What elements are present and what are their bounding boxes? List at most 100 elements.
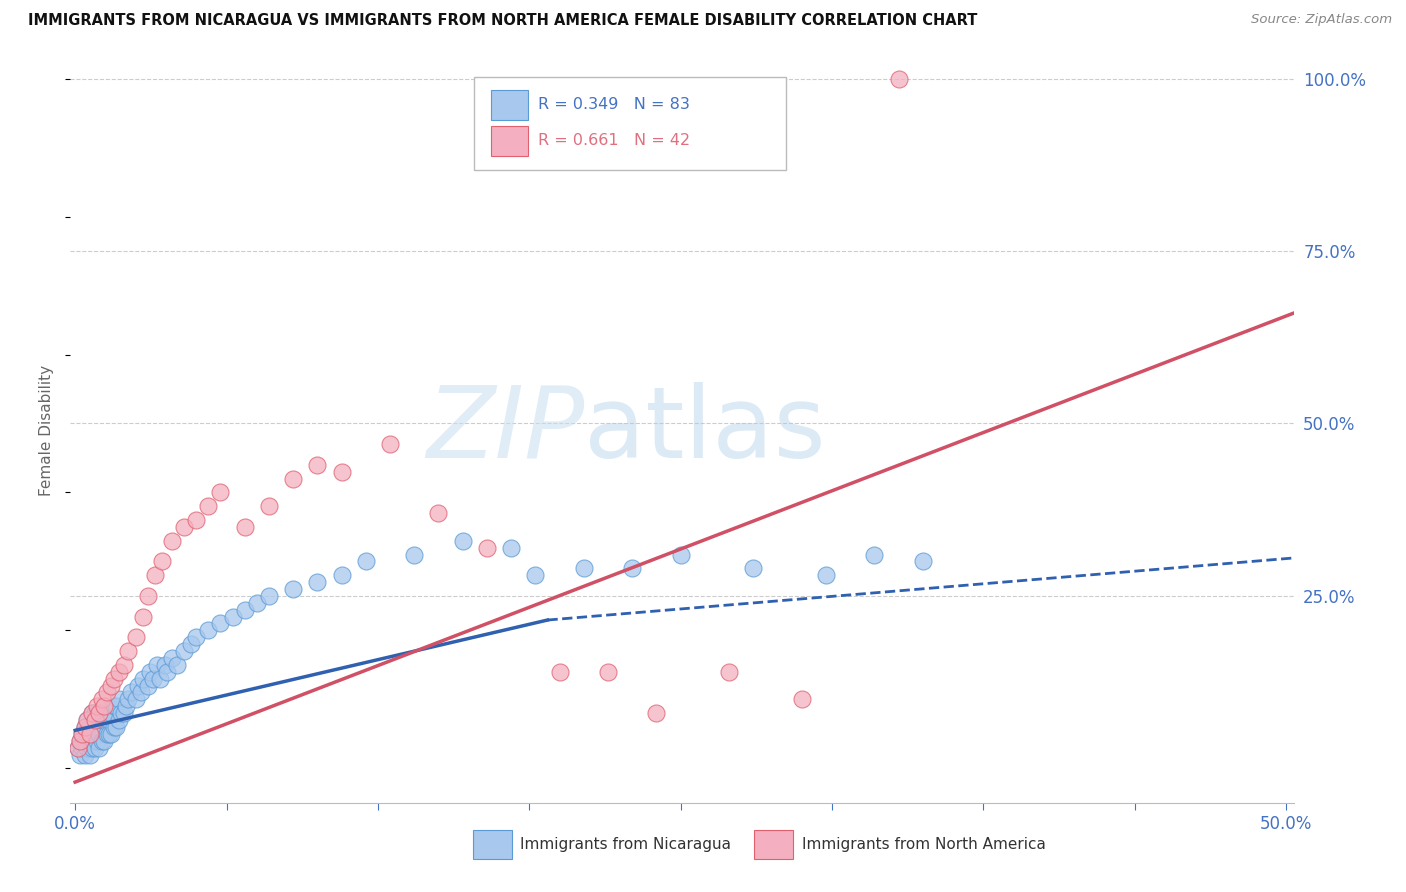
Point	[98, 713, 121, 727]
Text: Immigrants from Nicaragua: Immigrants from Nicaragua	[520, 837, 731, 852]
Point	[132, 609, 155, 624]
Point	[96, 727, 118, 741]
Point	[89, 706, 111, 720]
Point	[427, 506, 450, 520]
Point	[718, 665, 741, 679]
Point	[76, 713, 98, 727]
Point	[90, 692, 112, 706]
Point	[100, 706, 122, 720]
Point	[107, 713, 129, 727]
Point	[100, 679, 122, 693]
Point	[136, 589, 159, 603]
Point	[307, 458, 329, 472]
Point	[127, 679, 149, 693]
Text: IMMIGRANTS FROM NICARAGUA VS IMMIGRANTS FROM NORTH AMERICA FEMALE DISABILITY COR: IMMIGRANTS FROM NICARAGUA VS IMMIGRANTS …	[28, 13, 977, 29]
Point	[330, 568, 353, 582]
Point	[257, 589, 280, 603]
Point	[150, 554, 173, 568]
Point	[100, 727, 122, 741]
Text: ZIP: ZIP	[426, 382, 583, 479]
Point	[93, 733, 115, 747]
Point	[180, 637, 202, 651]
Point	[246, 596, 269, 610]
Point	[115, 699, 138, 714]
Point	[125, 692, 148, 706]
Point	[82, 727, 104, 741]
Point	[233, 603, 256, 617]
Point	[125, 630, 148, 644]
Point	[209, 485, 232, 500]
Point	[105, 720, 128, 734]
Point	[90, 713, 112, 727]
Point	[156, 665, 179, 679]
Point	[72, 740, 94, 755]
FancyBboxPatch shape	[491, 90, 527, 120]
Point	[79, 747, 101, 762]
Point	[79, 733, 101, 747]
Point	[86, 699, 108, 714]
Point	[83, 706, 105, 720]
Point	[79, 720, 101, 734]
Point	[117, 692, 139, 706]
Point	[146, 657, 169, 672]
Point	[790, 692, 813, 706]
Point	[89, 706, 111, 720]
Point	[143, 568, 166, 582]
Point	[572, 561, 595, 575]
Point	[96, 685, 118, 699]
Point	[86, 733, 108, 747]
Point	[863, 548, 886, 562]
Point	[73, 747, 96, 762]
Point	[645, 706, 668, 720]
Point	[82, 740, 104, 755]
Point	[79, 727, 101, 741]
Point	[281, 582, 304, 596]
Point	[73, 720, 96, 734]
Point	[221, 609, 243, 624]
Point	[166, 657, 188, 672]
Y-axis label: Female Disability: Female Disability	[39, 365, 55, 496]
Point	[669, 548, 692, 562]
Point	[69, 747, 91, 762]
FancyBboxPatch shape	[491, 126, 527, 155]
Point	[76, 727, 98, 741]
Point	[815, 568, 838, 582]
Point	[142, 672, 165, 686]
Point	[548, 665, 571, 679]
Point	[112, 706, 135, 720]
Point	[69, 733, 91, 747]
Point	[82, 706, 104, 720]
Point	[72, 727, 94, 741]
Point	[96, 706, 118, 720]
Point	[103, 720, 125, 734]
Point	[501, 541, 523, 555]
Point	[103, 699, 125, 714]
Point	[173, 644, 195, 658]
Point	[354, 554, 377, 568]
Point	[73, 720, 96, 734]
Point	[90, 733, 112, 747]
Point	[117, 644, 139, 658]
Point	[307, 575, 329, 590]
Point	[110, 706, 132, 720]
Point	[475, 541, 498, 555]
Text: Source: ZipAtlas.com: Source: ZipAtlas.com	[1251, 13, 1392, 27]
Point	[330, 465, 353, 479]
Point	[149, 672, 172, 686]
Point	[89, 740, 111, 755]
Point	[132, 672, 155, 686]
Point	[69, 733, 91, 747]
Point	[103, 672, 125, 686]
FancyBboxPatch shape	[472, 830, 512, 859]
Point	[72, 727, 94, 741]
Text: R = 0.661   N = 42: R = 0.661 N = 42	[537, 133, 690, 148]
Point	[73, 733, 96, 747]
Point	[76, 713, 98, 727]
Point	[257, 500, 280, 514]
Point	[621, 561, 644, 575]
Point	[86, 720, 108, 734]
Point	[129, 685, 152, 699]
Point	[209, 616, 232, 631]
Text: Immigrants from North America: Immigrants from North America	[801, 837, 1046, 852]
Point	[93, 713, 115, 727]
